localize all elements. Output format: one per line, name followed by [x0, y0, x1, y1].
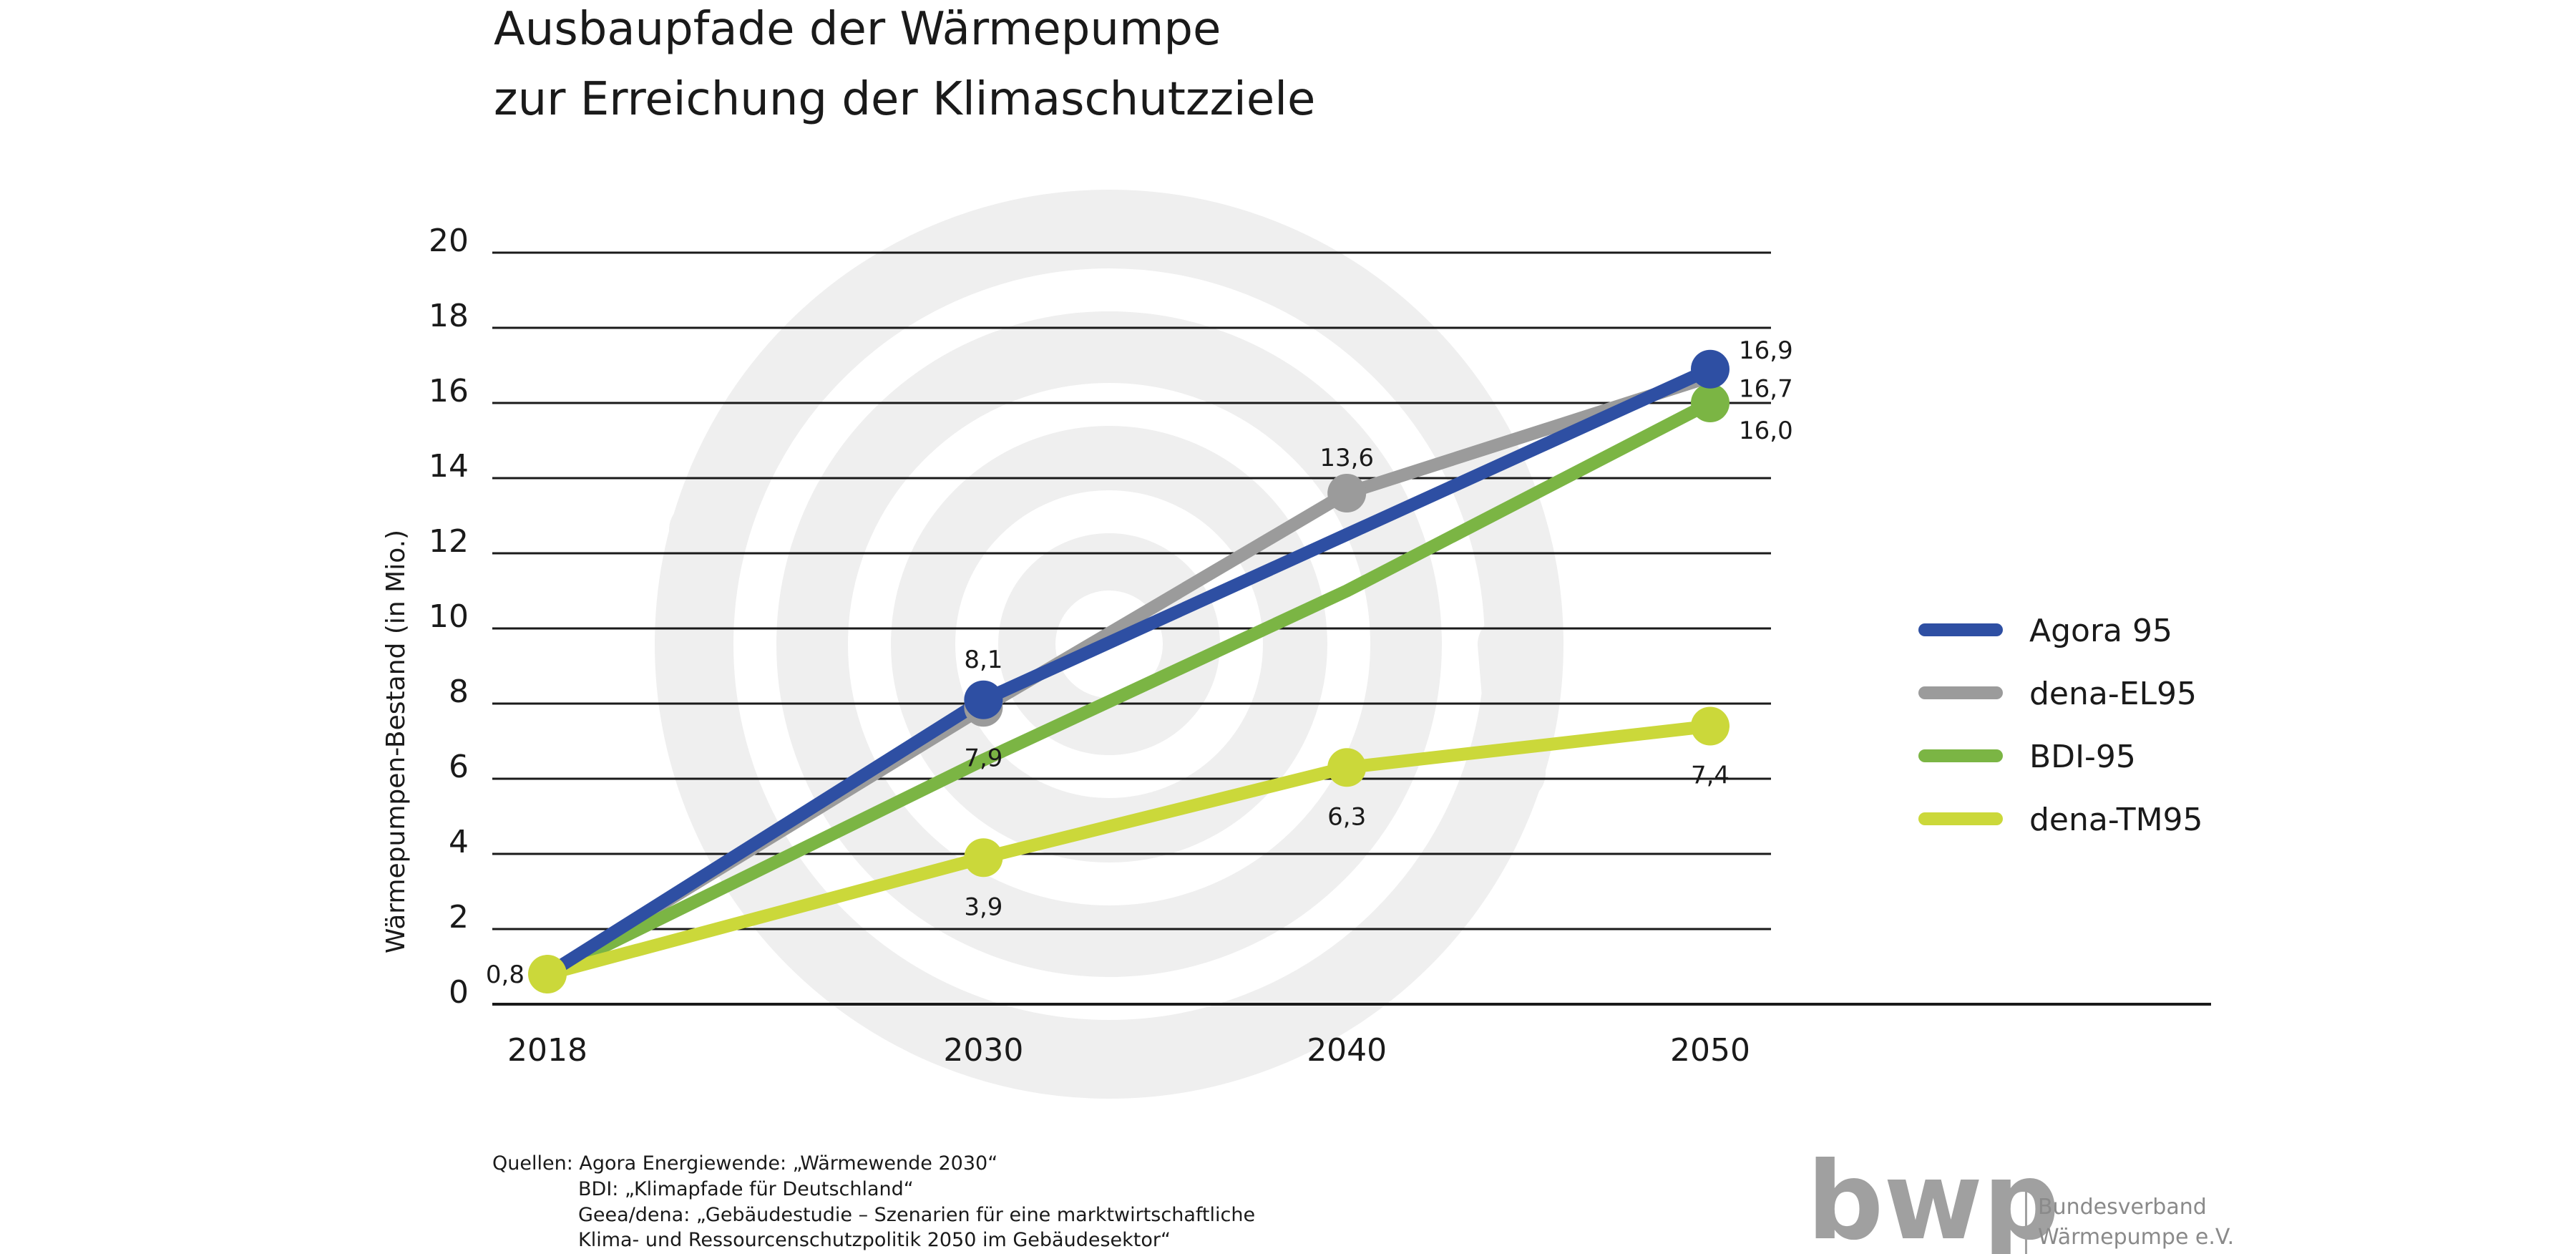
legend-label: BDI-95 [2029, 739, 2136, 775]
legend-label: dena-EL95 [2029, 676, 2197, 712]
sources: Quellen: Agora Energiewende: „Wärmewende… [492, 1152, 1255, 1251]
data-label: 0,8 [486, 961, 525, 989]
y-tick-label: 10 [429, 598, 469, 635]
logo-wordmark: bwp [1807, 1139, 2059, 1254]
data-label: 3,9 [964, 893, 1002, 921]
series-line-agora-95 [541, 362, 1717, 981]
y-tick-label: 20 [429, 223, 469, 259]
series-line-dena-tm95 [541, 719, 1717, 981]
x-tick-labels: 2018 2030 2040 2050 [507, 1032, 1750, 1069]
data-labels: 7,9 13,6 16,7 16,0 0,8 3,9 6,3 7,4 8,1 16,9 [486, 336, 1793, 989]
bwp-logo: bwp Bundesverband Wärmepumpe e.V. [1807, 1139, 2234, 1254]
data-label: 16,0 [1739, 417, 1793, 445]
data-point-dena-tm95 [964, 838, 1003, 878]
y-axis-label: Wärmepumpen-Bestand (in Mio.) [381, 530, 411, 953]
data-label: 16,9 [1739, 336, 1793, 365]
data-point-agora-95 [964, 680, 1003, 719]
data-point-bdi-95 [1691, 384, 1729, 422]
data-label: 13,6 [1319, 444, 1374, 472]
data-point-dena-el95 [1327, 474, 1367, 512]
source-line-3: Geea/dena: „Gebäudestudie – Szenarien fü… [578, 1204, 1255, 1226]
data-point-dena-tm95 [1691, 706, 1729, 746]
series-lines [541, 362, 1717, 981]
data-label: 7,9 [964, 744, 1002, 772]
chart-title-line-2: zur Erreichung der Klimaschutzziele [494, 73, 1315, 126]
data-label: 7,4 [1691, 762, 1729, 790]
x-tick-label: 2030 [943, 1032, 1023, 1069]
y-tick-label: 2 [449, 899, 469, 935]
x-tick-label: 2018 [507, 1032, 587, 1069]
source-line-2: BDI: „Klimapfade für Deutschland“ [578, 1178, 914, 1200]
series-line-bdi-95 [541, 397, 1717, 981]
data-label: 6,3 [1327, 802, 1366, 831]
data-point-dena-tm95 [528, 955, 567, 993]
y-tick-label: 12 [429, 523, 469, 560]
data-label: 16,7 [1739, 374, 1793, 403]
data-point-dena-tm95 [1327, 748, 1367, 787]
y-tick-label: 8 [449, 674, 469, 710]
x-tick-label: 2050 [1670, 1032, 1750, 1069]
y-tick-labels: 0 2 4 6 8 10 12 14 16 18 20 [429, 223, 469, 1011]
data-point-agora-95 [1691, 349, 1729, 389]
data-label: 8,1 [964, 646, 1002, 674]
y-tick-label: 18 [429, 298, 469, 334]
logo-divider [2025, 1185, 2027, 1254]
x-tick-label: 2040 [1307, 1032, 1387, 1069]
y-tick-label: 0 [449, 974, 469, 1011]
y-tick-label: 16 [429, 373, 469, 409]
y-tick-label: 14 [429, 448, 469, 485]
source-line-1: Quellen: Agora Energiewende: „Wärmewende… [492, 1152, 997, 1175]
chart-title-line-1: Ausbaupfade der Wärmepumpe [494, 3, 1221, 56]
y-tick-label: 4 [449, 824, 469, 860]
legend-label: Agora 95 [2029, 613, 2172, 649]
legend-label: dena-TM95 [2029, 802, 2203, 838]
legend: Agora 95 dena-EL95 BDI-95 dena-TM95 [1918, 613, 2203, 838]
logo-line-1: Bundesverband [2038, 1195, 2207, 1220]
source-line-4: Klima- und Ressourcenschutzpolitik 2050 … [578, 1229, 1171, 1251]
series-markers [528, 349, 1729, 993]
y-tick-label: 6 [449, 749, 469, 785]
logo-line-2: Wärmepumpe e.V. [2038, 1225, 2234, 1250]
